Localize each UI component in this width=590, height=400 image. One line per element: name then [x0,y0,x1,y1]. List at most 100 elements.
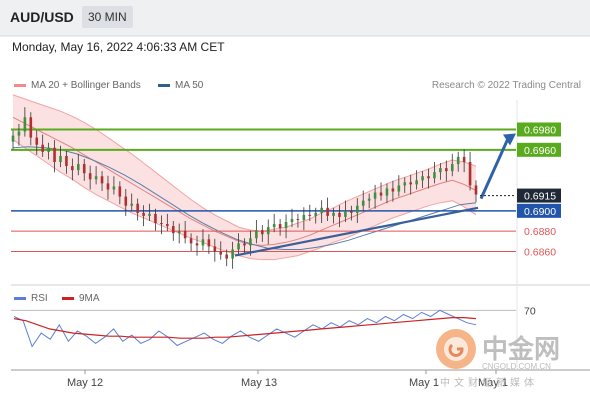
candle-body-49 [302,214,306,220]
projection-arrow-head [503,133,516,146]
resistance-label-0: 0.6980 [524,124,556,136]
candle-body-75 [456,156,460,165]
candle-body-8 [59,155,62,163]
candle-body-68 [415,180,418,185]
resistance-tag-0 [517,122,561,137]
candle-body-18 [118,186,122,197]
rsi-swatch [14,296,26,300]
candle-body-29 [183,231,187,239]
candle-body-41 [255,230,258,239]
candle-body-50 [308,214,312,216]
candle-body-14 [94,176,98,180]
legend-ma50-label: MA 50 [175,80,204,91]
support-label-0: 0.6900 [524,206,556,218]
candle-body-38 [237,243,240,250]
watermark-text: 中金网 [482,335,561,365]
resistance-label-1: 0.6960 [524,145,556,157]
candle-body-59 [361,200,365,206]
watermark-logo-icon [436,329,476,369]
x-label-may15: May 1 [478,377,508,389]
candle-body-54 [332,212,335,216]
candle-body-56 [344,210,347,217]
bollinger-band [13,94,476,260]
candle-body-77 [468,162,472,186]
candle-body-67 [409,182,413,185]
bollinger-swatch [14,83,26,87]
candle-body-64 [391,188,395,192]
candle-body-43 [266,227,270,235]
candle-body-16 [106,183,110,190]
candle-body-57 [350,210,353,213]
support-tag-0 [517,203,561,218]
candle-body-31 [195,243,199,246]
candle-body-15 [100,176,104,184]
support-label-1: 0.6880 [524,226,556,238]
watermark-sub: CNGOLD.COM.CN [482,362,551,371]
candle-body-27 [171,226,175,234]
candle-body-65 [397,185,401,192]
candle-body-20 [130,203,134,206]
watermark-sub2: 中文财经新媒体 [440,378,538,389]
legend-rsi: RSI [14,293,48,304]
candle-body-12 [82,164,86,174]
candle-body-33 [207,239,211,247]
candle-body-52 [320,207,323,213]
candle-body-30 [189,238,193,244]
candle-body-19 [124,196,128,206]
candle-body-1 [17,131,21,136]
candle-body-51 [314,212,318,216]
candle-body-39 [243,243,246,246]
current-price-tag [517,188,561,203]
candle-body-28 [177,231,181,234]
candle-body-11 [76,164,80,171]
rsi-line [13,309,477,348]
candle-body-24 [154,213,157,224]
resistance-tag-1 [517,142,561,157]
candle-body-69 [421,176,424,181]
candle-body-21 [136,203,139,213]
candle-body-47 [290,218,294,223]
trendline [234,206,479,257]
candle-body-0 [11,135,15,142]
candle-body-22 [142,212,145,216]
x-label-may14: May 1 [409,377,439,389]
legend-9ma-label: 9MA [79,293,100,304]
ma9-swatch [62,296,74,300]
candle-body-37 [231,249,234,259]
candle-body-46 [284,222,288,229]
legend-bollinger-label: MA 20 + Bollinger Bands [31,80,141,91]
candle-body-36 [225,254,228,259]
candle-body-10 [71,166,74,171]
candle-body-62 [379,192,383,196]
support-label-2: 0.6860 [524,246,556,258]
candle-body-5 [41,144,44,152]
symbol-title: AUD/USD [10,9,74,25]
credit-text: Research © 2022 Trading Central [431,80,581,91]
candle-body-78 [474,185,478,195]
rsi-ma-line [13,317,477,339]
candle-body-73 [445,168,448,172]
rsi-level-label: 70 [524,305,536,317]
candle-body-61 [373,192,377,199]
projection-arrow-line [479,137,510,200]
candle-body-17 [112,186,116,190]
candle-body-72 [439,168,442,173]
candle-body-32 [201,239,205,246]
candle-body-45 [278,224,282,229]
candle-body-63 [385,188,389,196]
candle-body-2 [23,117,27,132]
candle-body-7 [53,147,56,163]
candle-body-44 [272,224,276,228]
legend-bollinger: MA 20 + Bollinger Bands [14,80,141,91]
bollinger-lower [12,139,477,261]
candle-body-53 [326,207,329,216]
candle-body-3 [29,117,33,138]
candle-body-71 [433,172,436,179]
candle-body-70 [427,176,430,179]
legend-9ma: 9MA [62,293,100,304]
candle-body-4 [35,137,39,145]
candle-body-66 [403,182,407,186]
candle-body-48 [296,218,300,220]
timeframe-badge[interactable]: 30 MIN [82,6,133,28]
